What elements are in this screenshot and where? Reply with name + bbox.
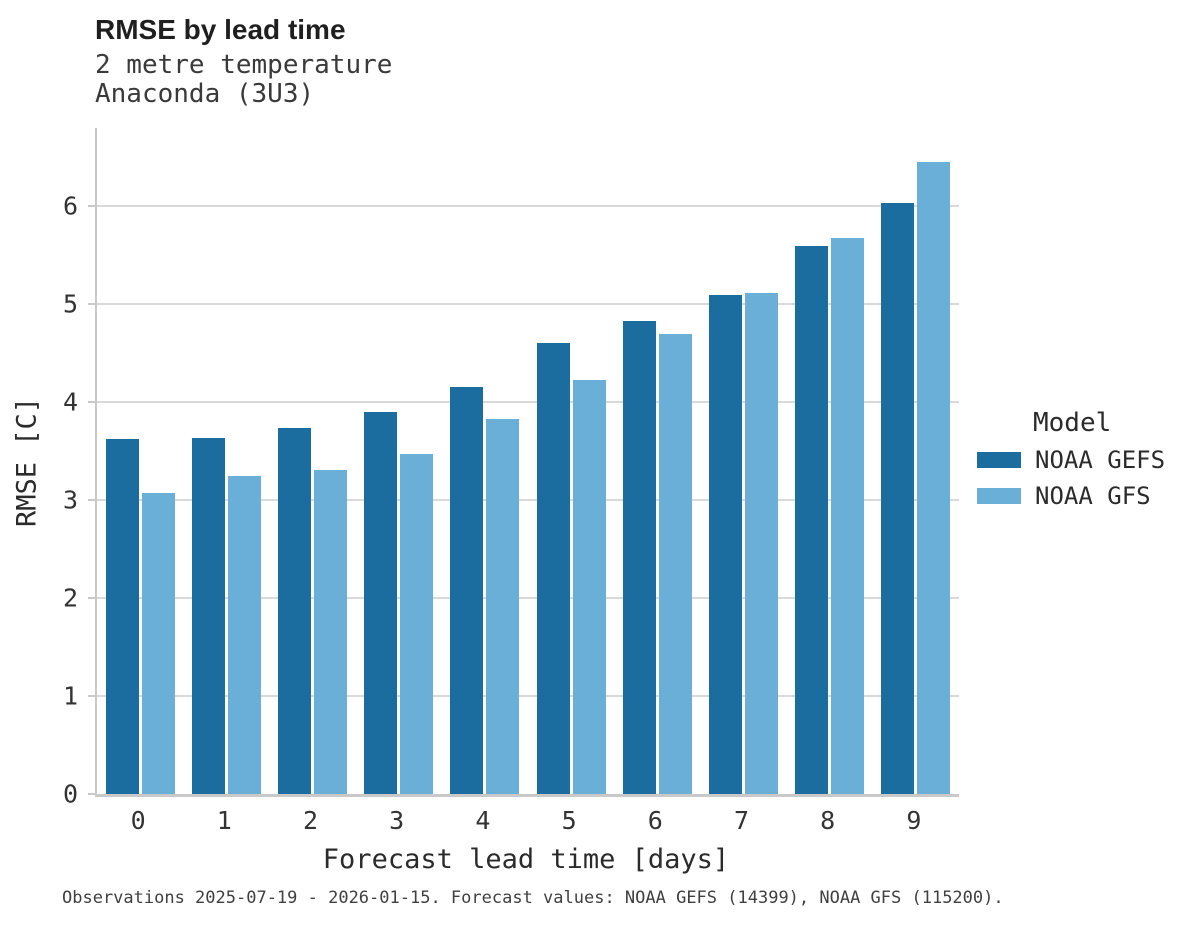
bar-noaa-gfs-day-2 [314, 469, 347, 794]
y-tickmark-2 [88, 597, 95, 600]
y-tick-label-3: 3 [62, 485, 78, 515]
y-tickmark-0 [88, 793, 95, 795]
bar-noaa-gfs-day-7 [745, 292, 778, 794]
bar-noaa-gefs-day-8 [795, 245, 829, 794]
x-tick-label-9: 9 [906, 806, 922, 835]
bar-noaa-gefs-day-1 [191, 438, 225, 794]
y-tickmark-3 [88, 499, 95, 502]
x-axis-tick-labels: 0 1 2 3 4 5 6 7 8 9 [95, 806, 957, 840]
gridline-y-4 [97, 401, 959, 404]
bar-noaa-gfs-day-3 [400, 454, 434, 794]
bar-noaa-gefs-day-6 [622, 320, 656, 794]
bar-noaa-gfs-day-1 [227, 475, 261, 794]
y-tickmark-6 [88, 205, 95, 208]
legend-label: NOAA GFS [1035, 481, 1151, 510]
x-tick-label-5: 5 [561, 806, 577, 835]
plot-area [88, 128, 959, 797]
bar-noaa-gefs-day-2 [278, 427, 311, 794]
x-tick-label-8: 8 [820, 806, 836, 835]
legend-items: NOAA GEFS NOAA GFS [977, 445, 1166, 510]
legend-item-noaa-gfs: NOAA GFS [977, 481, 1165, 510]
footnote: Observations 2025-07-19 - 2026-01-15. Fo… [62, 888, 1004, 908]
bar-noaa-gefs-day-4 [450, 386, 484, 794]
x-tick-label-1: 1 [216, 806, 232, 835]
gridline-y-2 [97, 597, 959, 600]
bar-noaa-gfs-day-8 [831, 237, 865, 794]
bar-noaa-gefs-day-9 [881, 203, 915, 794]
y-tickmark-5 [88, 303, 95, 306]
bar-noaa-gefs-day-0 [105, 439, 139, 794]
bar-noaa-gefs-day-3 [364, 412, 398, 794]
y-tick-label-5: 5 [62, 289, 78, 319]
gridline-y-5 [97, 303, 959, 306]
bar-noaa-gefs-day-5 [536, 342, 570, 794]
bar-noaa-gfs-day-0 [141, 493, 175, 794]
x-tick-label-3: 3 [389, 806, 405, 835]
x-tick-label-0: 0 [130, 806, 146, 835]
x-tick-label-6: 6 [647, 806, 663, 835]
y-tick-label-6: 6 [62, 191, 78, 221]
y-tick-label-2: 2 [62, 583, 78, 613]
chart-subtitle-station: Anaconda (3U3) [95, 79, 315, 109]
x-tick-label-7: 7 [733, 806, 750, 835]
legend-title: Model [1033, 408, 1112, 438]
legend-item-noaa-gefs: NOAA GEFS [977, 445, 1166, 474]
gridline-y-1 [97, 695, 959, 698]
y-axis-tick-labels: 0 1 2 3 4 5 6 [0, 128, 78, 809]
legend-label: NOAA GEFS [1035, 445, 1166, 474]
x-tick-label-2: 2 [302, 806, 319, 835]
y-tick-label-4: 4 [62, 387, 78, 417]
y-tickmark-1 [88, 695, 95, 698]
bar-noaa-gfs-day-6 [658, 333, 692, 794]
legend-swatch-noaa-gefs [977, 451, 1021, 468]
gridline-y-3 [97, 499, 959, 502]
x-axis-title: Forecast lead time [days] [322, 844, 730, 875]
y-tick-label-1: 1 [62, 681, 78, 711]
gridline-y-6 [97, 205, 959, 208]
bar-noaa-gfs-day-9 [917, 162, 951, 794]
chart-title: RMSE by lead time [95, 14, 346, 45]
y-tick-label-0: 0 [62, 779, 78, 809]
bar-noaa-gefs-day-7 [709, 294, 742, 794]
chart-subtitle-variable: 2 metre temperature [95, 50, 393, 80]
x-tick-label-4: 4 [475, 806, 491, 835]
bar-noaa-gfs-day-4 [486, 418, 520, 794]
legend: Model NOAA GEFS NOAA GFS [977, 408, 1165, 520]
bar-noaa-gfs-day-5 [572, 379, 606, 794]
y-tickmark-4 [88, 401, 95, 404]
legend-swatch-noaa-gfs [977, 487, 1021, 504]
